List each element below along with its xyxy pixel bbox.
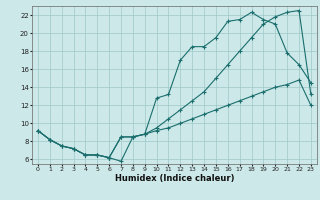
X-axis label: Humidex (Indice chaleur): Humidex (Indice chaleur) [115, 174, 234, 183]
